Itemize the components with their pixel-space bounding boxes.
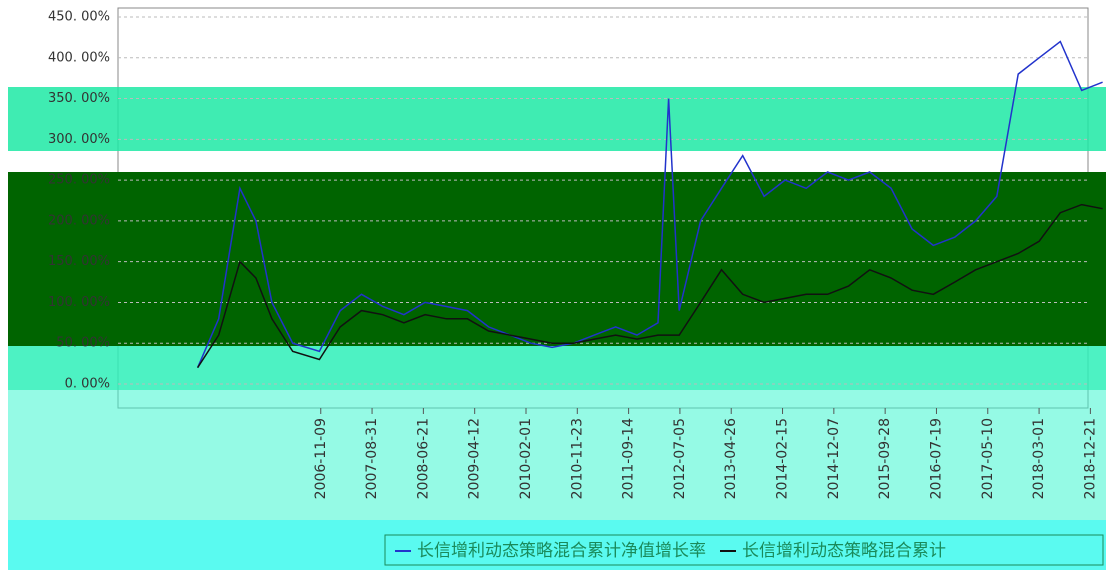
- glitch-band: [8, 520, 1106, 570]
- y-tick-label: 300. 00%: [48, 132, 110, 147]
- legend: 长信增利动态策略混合累计净值增长率 长信增利动态策略混合累计: [384, 534, 1104, 566]
- series-line: [196, 203, 1103, 369]
- legend-frame: [384, 534, 1104, 566]
- y-tick-label: 100. 00%: [48, 295, 110, 310]
- x-tick-label: 2015-09-28: [877, 418, 893, 499]
- x-tick-label: 2014-12-07: [826, 418, 842, 499]
- y-tick-label: 350. 00%: [48, 91, 110, 106]
- x-tick-label: 2009-04-12: [467, 418, 483, 499]
- y-tick-label: 0. 00%: [65, 377, 110, 392]
- legend-label: 长信增利动态策略混合累计净值增长率: [417, 541, 706, 561]
- x-tick-label: 2014-02-15: [775, 418, 791, 499]
- y-tick-label: 150. 00%: [48, 254, 110, 269]
- x-tick-label: 2012-07-05: [672, 418, 688, 499]
- x-tick-label: 2017-05-10: [980, 418, 996, 499]
- x-tick-label: 2007-08-31: [364, 418, 380, 499]
- series-line: [196, 40, 1103, 368]
- y-tick-label: 400. 00%: [48, 50, 110, 65]
- x-tick-label: 2010-02-01: [518, 418, 534, 499]
- x-tick-label: 2018-12-21: [1082, 418, 1098, 499]
- x-tick-label: 2011-09-14: [621, 418, 637, 499]
- y-tick-label: 450. 00%: [48, 10, 110, 25]
- x-tick-label: 2006-11-09: [313, 418, 329, 499]
- glitch-band: [8, 390, 1106, 520]
- y-tick-label: 50. 00%: [56, 336, 110, 351]
- glitch-band: [8, 346, 1106, 390]
- x-tick-label: 2018-03-01: [1031, 418, 1047, 499]
- legend-label: 长信增利动态策略混合累计: [742, 541, 946, 561]
- x-tick-label: 2010-11-23: [569, 418, 585, 499]
- glitch-band: [8, 172, 1106, 346]
- x-tick-label: 2013-04-26: [723, 418, 739, 499]
- x-tick-label: 2008-06-21: [415, 418, 431, 499]
- glitch-band: [8, 87, 1106, 151]
- y-tick-label: 200. 00%: [48, 213, 110, 228]
- y-tick-label: 250. 00%: [48, 173, 110, 188]
- x-tick-label: 2016-07-19: [928, 418, 944, 499]
